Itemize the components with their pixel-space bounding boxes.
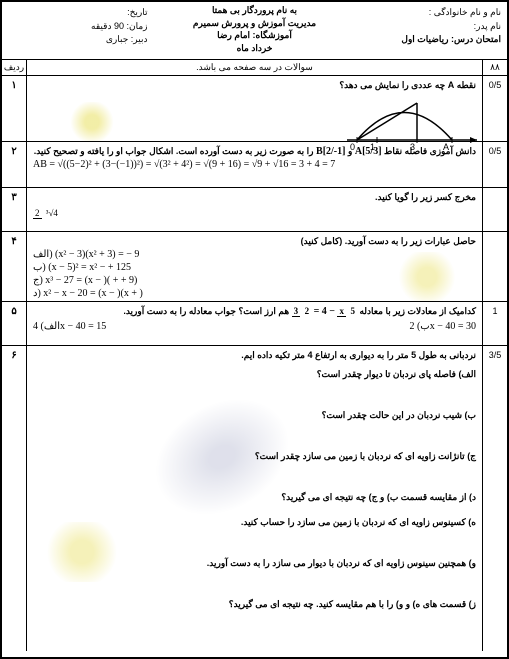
q-body: مخرج کسر زیر را گویا کنید. 2 ³√4 bbox=[27, 188, 482, 231]
exam-meta: تاریخ: زمان: 90 دقیقه دبیر: جباری bbox=[2, 2, 154, 59]
question-row: 0/5 نقطه A چه عددی را نمایش می دهد؟ 0 1 … bbox=[2, 76, 507, 142]
q-score bbox=[482, 232, 507, 301]
part-b: ب) شیب نردبان در این حالت چقدر است؟ bbox=[33, 410, 476, 421]
part-g: ز) قسمت های ه) و و) را با هم مقایسه کنید… bbox=[33, 599, 476, 610]
part-e: ه) کسینوس زاویه ای که نردبان با زمین می … bbox=[33, 517, 476, 528]
score-header: ۸۸ bbox=[482, 60, 507, 75]
part-a: الف) فاصله پای نردبان تا دیوار چقدر است؟ bbox=[33, 369, 476, 380]
row-header: ردیف bbox=[2, 60, 27, 75]
q-body: کدامیک از معادلات زیر با معادله x 5 − 4 … bbox=[27, 302, 482, 345]
q-num: ۴ bbox=[2, 232, 27, 301]
date-label: تاریخ: bbox=[8, 6, 148, 20]
exam-header: نام و نام خانوادگی : نام پدر: امتحان درس… bbox=[2, 2, 507, 60]
q-text: نقطه A چه عددی را نمایش می دهد؟ bbox=[33, 80, 476, 91]
school-info: به نام پروردگار بی همتا مدیریت آموزش و پ… bbox=[154, 2, 356, 59]
part-d: د) از مقایسه قسمت ب) و ج) چه نتیجه ای می… bbox=[33, 492, 476, 503]
q-body: دانش آموزی فاصله نقاط A[5/3] و B[2/-1] ر… bbox=[27, 142, 482, 187]
q-num: ۲ bbox=[2, 142, 27, 187]
q-body: نقطه A چه عددی را نمایش می دهد؟ 0 1 3 A bbox=[27, 76, 482, 141]
question-row: مخرج کسر زیر را گویا کنید. 2 ³√4 ۳ bbox=[2, 188, 507, 232]
q-text: مخرج کسر زیر را گویا کنید. bbox=[33, 192, 476, 203]
q-score bbox=[482, 188, 507, 231]
course-label: امتحان درس: ریاضیات اول bbox=[362, 33, 502, 47]
number-line-graph: 0 1 3 A bbox=[342, 95, 482, 150]
q-num: ۱ bbox=[2, 76, 27, 141]
q-num: ۳ bbox=[2, 188, 27, 231]
part-c: ج) تانژانت زاویه ای که نردبان با زمین می… bbox=[33, 451, 476, 462]
bismillah: به نام پروردگار بی همتا bbox=[156, 4, 354, 17]
student-info: نام و نام خانوادگی : نام پدر: امتحان درس… bbox=[356, 2, 508, 59]
q-score: 0/5 bbox=[482, 142, 507, 187]
expr-b: ب) (x − 5)² = x² − + 125 bbox=[33, 262, 476, 273]
opt-b: ب) 2x − 40 = 30 bbox=[409, 321, 476, 332]
page-note: سوالات در سه صفحه می باشد. bbox=[27, 60, 482, 75]
question-row: 3/5 نردبانی به طول 5 متر را به دیواری به… bbox=[2, 346, 507, 651]
column-header: ۸۸ سوالات در سه صفحه می باشد. ردیف bbox=[2, 60, 507, 76]
q-num: ۶ bbox=[2, 346, 27, 651]
q-text: کدامیک از معادلات زیر با معادله x 5 − 4 … bbox=[33, 306, 476, 317]
expr-a: الف) (x² − 3)(x² + 3) = − 9 bbox=[33, 249, 476, 260]
opt-a: الف) 4x − 40 = 15 bbox=[33, 321, 106, 332]
teacher-label: دبیر: جباری bbox=[8, 33, 148, 47]
q-score: 1 bbox=[482, 302, 507, 345]
q-intro: نردبانی به طول 5 متر را به دیواری به ارت… bbox=[33, 350, 476, 361]
time-label: زمان: 90 دقیقه bbox=[8, 20, 148, 34]
q-text: دانش آموزی فاصله نقاط A[5/3] و B[2/-1] ر… bbox=[33, 146, 476, 157]
question-row: 1 کدامیک از معادلات زیر با معادله x 5 − … bbox=[2, 302, 507, 346]
formula: AB = √((5−2)² + (3−(−1))²) = √(3² + 4²) … bbox=[33, 159, 476, 170]
q-score: 0/5 bbox=[482, 76, 507, 141]
expr-c: ج) x³ − 27 = (x − )( + + 9) bbox=[33, 275, 476, 286]
fraction: 2 ³√4 bbox=[33, 208, 60, 218]
name-label: نام و نام خانوادگی : bbox=[362, 6, 502, 20]
father-label: نام پدر: bbox=[362, 20, 502, 34]
part-f: و) همچنین سینوس زاویه ای که نردبان با دی… bbox=[33, 558, 476, 569]
q-text: حاصل عبارات زیر را به دست آورید. (کامل ک… bbox=[33, 236, 476, 247]
question-row: حاصل عبارات زیر را به دست آورید. (کامل ک… bbox=[2, 232, 507, 302]
month: خرداد ماه bbox=[156, 42, 354, 55]
q-num: ۵ bbox=[2, 302, 27, 345]
q-score: 3/5 bbox=[482, 346, 507, 651]
q-body: حاصل عبارات زیر را به دست آورید. (کامل ک… bbox=[27, 232, 482, 301]
q-body: نردبانی به طول 5 متر را به دیواری به ارت… bbox=[27, 346, 482, 651]
question-row: 0/5 دانش آموزی فاصله نقاط A[5/3] و B[2/-… bbox=[2, 142, 507, 188]
school: آموزشگاه: امام رضا bbox=[156, 29, 354, 42]
expr-d: د) x² − x − 20 = (x − )(x + ) bbox=[33, 288, 476, 299]
ministry: مدیریت آموزش و پرورش سمیرم bbox=[156, 17, 354, 30]
